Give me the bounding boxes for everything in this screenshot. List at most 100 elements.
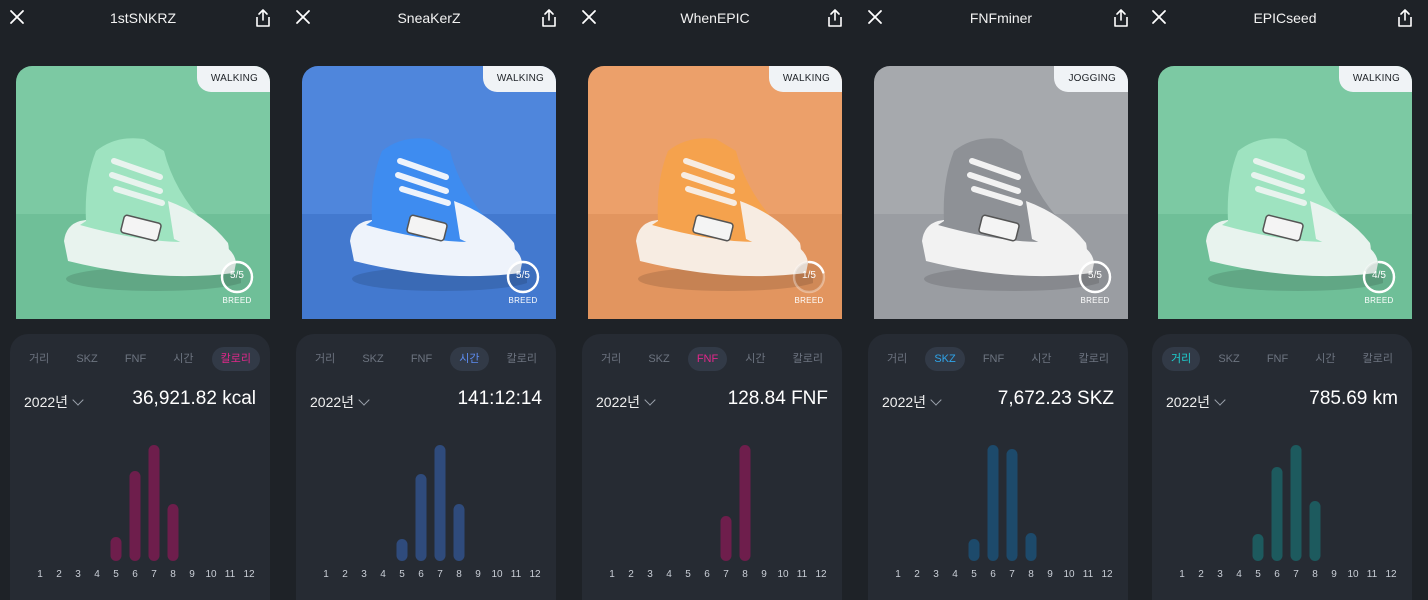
metric-tab[interactable]: 칼로리 xyxy=(1362,353,1393,365)
monthly-bar-chart: 1 2 3 4 5 6 7 8 9 10 11 12 xyxy=(1166,434,1406,584)
metric-tab[interactable]: SKZ xyxy=(925,347,965,371)
metric-value: 36,921.82 kcal xyxy=(132,388,256,409)
metric-tab[interactable]: FNF xyxy=(410,353,433,365)
metric-tab[interactable]: FNF xyxy=(982,353,1005,365)
metric-tabs: 거리 SKZ FNF 시간 칼로리 xyxy=(878,347,1118,373)
chart-x-label: 5 xyxy=(1255,569,1261,580)
year-selector[interactable]: 2022년 xyxy=(596,392,656,412)
chart-x-label: 5 xyxy=(113,569,119,580)
close-icon[interactable] xyxy=(8,8,26,26)
share-icon[interactable] xyxy=(1112,8,1130,28)
chart-x-label: 5 xyxy=(399,569,405,580)
close-icon[interactable] xyxy=(580,8,598,26)
chart-x-label: 1 xyxy=(609,569,615,580)
metric-tab[interactable]: SKZ xyxy=(1218,353,1240,365)
breed-ring xyxy=(1078,260,1112,294)
sneaker-icon xyxy=(64,138,241,291)
stats-section: 거리 SKZ FNF 시간 칼로리 2022년 7,672.23 SKZ 1 2 3 4 5 6 7 8 9 1… xyxy=(868,334,1128,600)
sneaker-icon xyxy=(922,138,1099,291)
close-icon[interactable] xyxy=(1150,8,1168,26)
chart-bar xyxy=(1006,449,1018,561)
share-icon[interactable] xyxy=(826,8,844,28)
chart-x-label: 3 xyxy=(361,569,367,580)
chart-x-label: 9 xyxy=(1331,569,1337,580)
metric-tab[interactable]: 칼로리 xyxy=(1078,353,1109,365)
sneaker-card[interactable]: WALKING 4/5 BREED xyxy=(1158,66,1412,319)
sneaker-card[interactable]: JOGGING 5/5 BREED xyxy=(874,66,1128,319)
metric-tab[interactable]: 시간 xyxy=(173,353,194,365)
chart-bar xyxy=(167,504,179,561)
chart-x-label: 11 xyxy=(1367,569,1378,580)
year-label: 2022년 xyxy=(1166,394,1211,410)
metric-tab[interactable]: 칼로리 xyxy=(506,353,537,365)
metric-tab[interactable]: FNF xyxy=(687,347,728,371)
chart-bar xyxy=(1271,467,1283,561)
metric-tabs: 거리 SKZ FNF 시간 칼로리 xyxy=(1162,347,1402,373)
sneaker-card[interactable]: WALKING 5/5 BREED xyxy=(302,66,556,319)
chart-x-label: 5 xyxy=(685,569,691,580)
share-icon[interactable] xyxy=(1396,8,1414,28)
chart-bar xyxy=(1025,533,1037,561)
chart-bar xyxy=(1252,534,1264,561)
sneaker-card[interactable]: WALKING 1/5 BREED xyxy=(588,66,842,319)
metric-tab[interactable]: 거리 xyxy=(601,353,622,365)
breed-count: 5/5 xyxy=(230,270,244,281)
share-icon[interactable] xyxy=(540,8,558,28)
metric-tab[interactable]: 거리 xyxy=(1162,347,1201,371)
year-selector[interactable]: 2022년 xyxy=(310,392,370,412)
chart-bar xyxy=(453,504,465,561)
metric-tab[interactable]: 시간 xyxy=(450,347,489,371)
close-icon[interactable] xyxy=(294,8,312,26)
breed-count: 4/5 xyxy=(1372,270,1386,281)
stats-section: 거리 SKZ FNF 시간 칼로리 2022년 785.69 km 1 2 3 4 5 6 7 8 9 10 11… xyxy=(1152,334,1412,600)
share-icon[interactable] xyxy=(254,8,272,28)
year-selector[interactable]: 2022년 xyxy=(882,392,942,412)
chart-x-label: 8 xyxy=(456,569,462,580)
year-label: 2022년 xyxy=(24,394,69,410)
breed-count: 5/5 xyxy=(516,270,530,281)
metric-tab[interactable]: 칼로리 xyxy=(211,347,260,371)
chart-x-label: 12 xyxy=(1101,569,1113,580)
metric-tab[interactable]: 거리 xyxy=(315,353,336,365)
stats-section: 거리 SKZ FNF 시간 칼로리 2022년 128.84 FNF 1 2 3 4 5 6 7 8 9 10 1… xyxy=(582,334,842,600)
breed-count: 1/5 xyxy=(802,270,816,281)
metric-tab[interactable]: FNF xyxy=(1266,353,1289,365)
chart-bar xyxy=(987,445,999,561)
sneaker-card[interactable]: WALKING 5/5 BREED xyxy=(16,66,270,319)
metric-tab[interactable]: SKZ xyxy=(362,353,384,365)
metric-tab[interactable]: 칼로리 xyxy=(792,353,823,365)
chart-x-label: 8 xyxy=(742,569,748,580)
year-selector[interactable]: 2022년 xyxy=(1166,392,1226,412)
breed-indicator: 1/5 BREED xyxy=(792,260,826,305)
year-selector[interactable]: 2022년 xyxy=(24,392,84,412)
metric-tab[interactable]: 거리 xyxy=(887,353,908,365)
metric-tab[interactable]: FNF xyxy=(124,353,147,365)
close-icon[interactable] xyxy=(866,8,884,26)
chart-x-label: 10 xyxy=(491,569,503,580)
metric-tab[interactable]: 시간 xyxy=(745,353,766,365)
chart-x-label: 4 xyxy=(1236,569,1242,580)
panel-header: WhenEPIC xyxy=(572,0,858,38)
panel-header: EPICseed xyxy=(1142,0,1428,38)
chart-bar xyxy=(415,474,427,561)
stats-section: 거리 SKZ FNF 시간 칼로리 2022년 141:12:14 1 2 3 4 5 6 7 8 9 10 11… xyxy=(296,334,556,600)
metric-tab[interactable]: 시간 xyxy=(1315,353,1336,365)
year-label: 2022년 xyxy=(310,394,355,410)
chart-x-label: 1 xyxy=(37,569,43,580)
metric-tab[interactable]: SKZ xyxy=(648,353,670,365)
breed-indicator: 5/5 BREED xyxy=(506,260,540,305)
chart-x-label: 6 xyxy=(418,569,424,580)
metric-tab[interactable]: SKZ xyxy=(76,353,98,365)
chart-x-label: 10 xyxy=(777,569,789,580)
chart-x-label: 7 xyxy=(151,569,157,580)
chart-x-label: 6 xyxy=(1274,569,1280,580)
metric-tab[interactable]: 시간 xyxy=(1031,353,1052,365)
chart-x-label: 5 xyxy=(971,569,977,580)
chart-x-label: 2 xyxy=(914,569,920,580)
metric-tabs: 거리 SKZ FNF 시간 칼로리 xyxy=(20,347,260,373)
metric-tab[interactable]: 거리 xyxy=(29,353,50,365)
chart-x-label: 3 xyxy=(1217,569,1223,580)
shoe-panel: FNFminer JOGGING 5/5 BREED 거리 SKZ FNF 시간 칼로리 2022… xyxy=(858,0,1144,600)
chart-x-label: 6 xyxy=(704,569,710,580)
